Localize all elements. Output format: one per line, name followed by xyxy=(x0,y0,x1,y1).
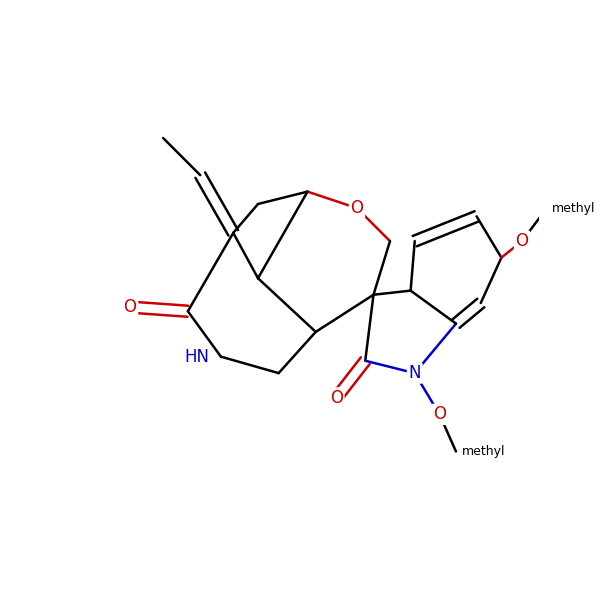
Text: O: O xyxy=(350,199,364,217)
Text: methyl: methyl xyxy=(552,202,596,215)
Text: HN: HN xyxy=(184,347,209,365)
Text: methyl: methyl xyxy=(461,445,505,458)
Text: O: O xyxy=(124,298,137,316)
Text: O: O xyxy=(515,232,529,250)
Text: N: N xyxy=(409,364,421,382)
Text: O: O xyxy=(433,406,446,424)
Text: O: O xyxy=(330,389,343,407)
